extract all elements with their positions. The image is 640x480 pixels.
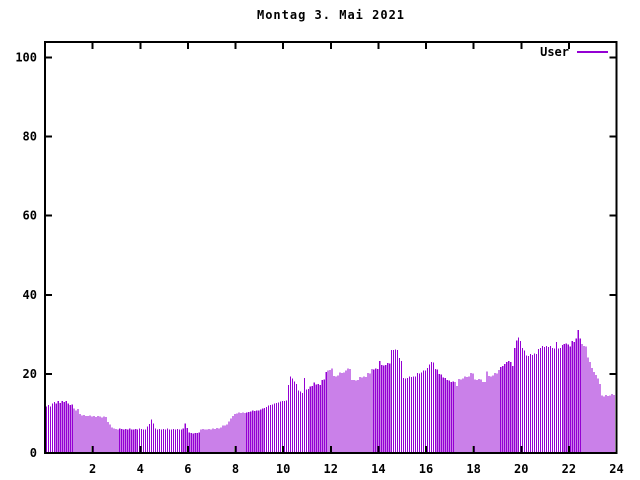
x-tick-label: 16 bbox=[419, 462, 433, 476]
legend-series-label: User bbox=[540, 45, 569, 59]
y-tick-label: 0 bbox=[30, 446, 37, 460]
y-tick-label: 100 bbox=[15, 50, 37, 64]
x-tick-label: 8 bbox=[232, 462, 239, 476]
y-tick-label: 80 bbox=[23, 130, 37, 144]
x-tick-label: 6 bbox=[184, 462, 191, 476]
x-tick-label: 22 bbox=[562, 462, 576, 476]
x-tick-label: 2 bbox=[89, 462, 96, 476]
x-tick-label: 12 bbox=[324, 462, 338, 476]
x-tick-label: 10 bbox=[276, 462, 290, 476]
x-tick-label: 4 bbox=[137, 462, 144, 476]
x-tick-label: 14 bbox=[371, 462, 385, 476]
y-tick-label: 60 bbox=[23, 209, 37, 223]
y-tick-label: 40 bbox=[23, 288, 37, 302]
chart-title: Montag 3. Mai 2021 bbox=[256, 8, 406, 22]
x-tick-label: 24 bbox=[609, 462, 623, 476]
y-tick-label: 20 bbox=[23, 367, 37, 381]
x-tick-label: 20 bbox=[514, 462, 528, 476]
x-tick-label: 18 bbox=[466, 462, 480, 476]
legend-line-sample bbox=[577, 51, 608, 53]
legend: User bbox=[430, 46, 608, 58]
